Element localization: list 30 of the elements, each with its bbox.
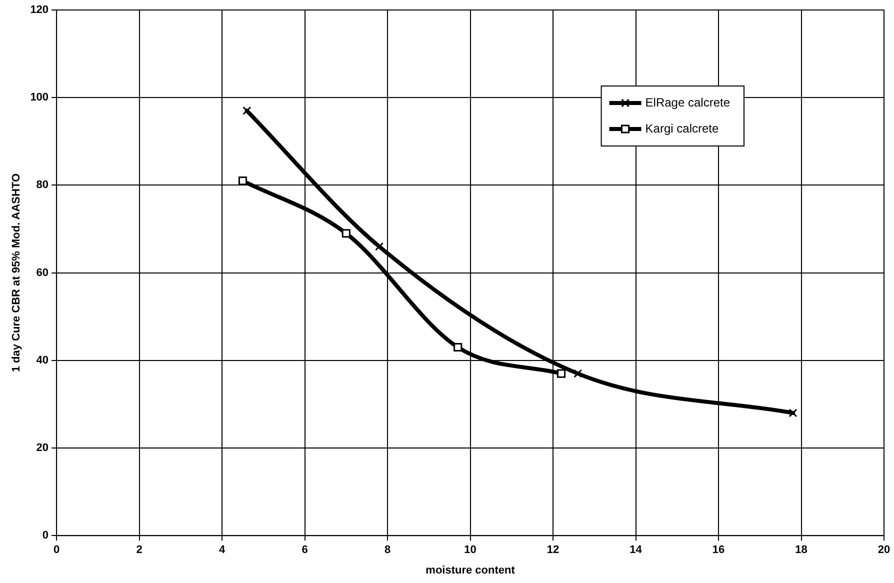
point [454, 342, 462, 352]
y-tick-label: 120 [30, 4, 49, 16]
legend-label: Kargi calcrete [645, 121, 719, 136]
point [788, 408, 798, 418]
x-tick-label: 8 [384, 544, 391, 556]
point [342, 229, 350, 238]
x-tick-label: 16 [712, 544, 725, 556]
y-tick-label: 40 [36, 354, 49, 366]
x-tick-label: 0 [53, 544, 60, 556]
x-tick-label: 20 [878, 544, 890, 556]
y-tick-label: 20 [36, 442, 49, 454]
y-tick-label: 0 [42, 530, 49, 542]
x-tick-label: 10 [464, 544, 476, 556]
point [557, 369, 566, 378]
x-tick-label: 2 [136, 544, 142, 556]
point [238, 176, 248, 186]
x-tick-label: 6 [302, 544, 308, 556]
x-tick-label: 12 [546, 544, 560, 556]
y-axis-title: 1 day Cure CBR at 95% Mod. AASHTO [10, 173, 23, 372]
x-tick-label: 18 [795, 544, 808, 556]
point [574, 369, 582, 378]
x-tick-label: 14 [630, 544, 643, 556]
legend-label: ElRage calcrete [645, 95, 730, 110]
point [242, 106, 252, 116]
y-tick-label: 100 [30, 92, 49, 104]
x-tick-label: 4 [218, 544, 226, 556]
x-axis-title: moisture content [426, 564, 516, 576]
y-tick-label: 80 [36, 179, 49, 192]
point [374, 242, 384, 251]
y-tick-label: 60 [36, 266, 49, 279]
